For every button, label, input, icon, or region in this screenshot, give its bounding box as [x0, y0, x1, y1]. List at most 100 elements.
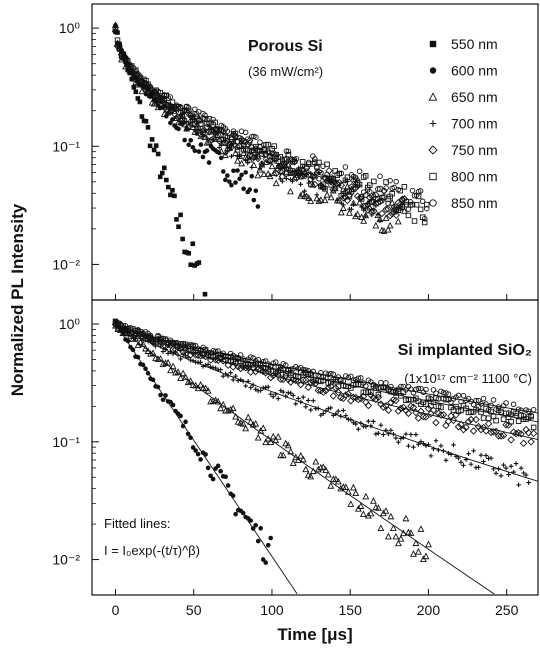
- top-data-point: [340, 188, 347, 194]
- top-data-point: [411, 218, 418, 224]
- bottom-data-point: [218, 468, 223, 474]
- top-data-point: [179, 116, 186, 122]
- bottom-data-point: [513, 461, 519, 466]
- top-data-point: [340, 190, 347, 197]
- bottom-data-point: [328, 405, 334, 411]
- top-data-point: [283, 148, 290, 154]
- top-data-point: [297, 191, 305, 199]
- top-data-point: [145, 125, 151, 130]
- bottom-data-point: [254, 433, 262, 441]
- bottom-data-point: [428, 453, 434, 459]
- fit-annotation-label: Fitted lines:: [104, 516, 170, 531]
- bottom-data-point: [293, 401, 299, 407]
- bottom-data-point: [248, 385, 253, 390]
- bottom-data-point: [303, 367, 309, 373]
- bottom-series-1: [113, 319, 298, 594]
- top-data-point: [257, 166, 263, 171]
- top-data-point: [209, 135, 217, 143]
- top-data-point: [298, 181, 303, 187]
- bottom-data-point: [464, 417, 473, 426]
- top-data-point: [272, 179, 280, 187]
- bottom-data-point: [415, 385, 422, 392]
- bottom-data-point: [378, 422, 384, 428]
- bottom-data-point: [304, 471, 312, 478]
- top-data-point: [322, 186, 328, 192]
- bottom-data-point: [278, 388, 284, 393]
- top-data-point: [389, 191, 395, 197]
- bottom-series-6: [112, 319, 539, 419]
- top-data-point: [276, 167, 284, 176]
- bottom-data-point: [438, 443, 444, 449]
- bottom-data-point: [212, 396, 220, 404]
- top-data-point: [172, 193, 177, 199]
- top-data-point: [356, 168, 363, 174]
- top-data-point: [238, 159, 246, 167]
- legend-marker: [429, 67, 437, 74]
- top-data-point: [192, 148, 198, 154]
- bottom-y-tick-label: 10⁻²: [52, 552, 80, 568]
- top-data-point: [284, 176, 289, 181]
- top-data-point: [307, 197, 315, 204]
- bottom-data-point: [229, 404, 237, 412]
- bottom-data-point: [272, 359, 279, 365]
- top-data-point: [202, 112, 208, 118]
- top-data-point: [334, 180, 340, 187]
- bottom-data-point: [493, 417, 499, 424]
- bottom-data-point: [265, 542, 271, 548]
- bottom-data-point: [183, 419, 188, 425]
- bottom-data-point: [521, 470, 526, 476]
- top-data-point: [302, 188, 307, 194]
- top-data-point: [170, 187, 175, 193]
- top-data-point: [316, 175, 322, 182]
- top-series-7: [112, 25, 430, 222]
- top-data-point: [303, 168, 310, 174]
- top-data-point: [198, 121, 204, 128]
- bottom-data-point: [497, 432, 505, 440]
- top-data-point: [200, 129, 206, 136]
- top-panel-title: Porous Si: [248, 38, 323, 55]
- top-data-point: [218, 155, 224, 161]
- top-data-point: [401, 184, 408, 190]
- top-data-point: [168, 192, 173, 198]
- top-data-point: [255, 204, 261, 209]
- top-data-point: [116, 43, 123, 49]
- bottom-data-point: [327, 482, 335, 489]
- bottom-data-point: [376, 430, 381, 436]
- bottom-data-point: [341, 408, 346, 413]
- bottom-data-point: [320, 411, 326, 416]
- top-data-point: [308, 181, 314, 187]
- bottom-data-point: [508, 464, 514, 469]
- bottom-data-point: [485, 407, 492, 413]
- bottom-data-point: [223, 474, 228, 480]
- top-data-point: [188, 137, 194, 143]
- top-data-point: [261, 142, 267, 148]
- bottom-data-point: [184, 346, 192, 355]
- bottom-data-point: [407, 529, 415, 536]
- bottom-data-point: [218, 367, 223, 372]
- bottom-data-point: [437, 411, 445, 419]
- bottom-fit-line: [115, 323, 539, 414]
- top-data-point: [334, 198, 340, 203]
- top-panel-data: [111, 21, 430, 297]
- top-data-point: [405, 212, 412, 219]
- bottom-data-point: [362, 492, 370, 500]
- top-data-point: [182, 137, 187, 143]
- top-data-point: [253, 188, 259, 194]
- top-data-point: [190, 115, 196, 121]
- top-data-point: [226, 141, 233, 147]
- bottom-data-point: [215, 463, 221, 469]
- bottom-data-point: [354, 395, 363, 404]
- bottom-data-point: [409, 550, 417, 557]
- bottom-data-point: [255, 538, 261, 544]
- top-data-point: [388, 199, 396, 206]
- bottom-data-point: [260, 557, 266, 562]
- top-data-point: [321, 196, 329, 204]
- top-data-point: [314, 165, 320, 171]
- top-data-point: [185, 105, 192, 111]
- bottom-data-point: [186, 351, 195, 359]
- top-data-point: [192, 127, 198, 133]
- top-data-point: [254, 171, 262, 179]
- bottom-data-point: [471, 448, 476, 454]
- top-data-point: [191, 128, 199, 135]
- bottom-data-point: [375, 385, 382, 391]
